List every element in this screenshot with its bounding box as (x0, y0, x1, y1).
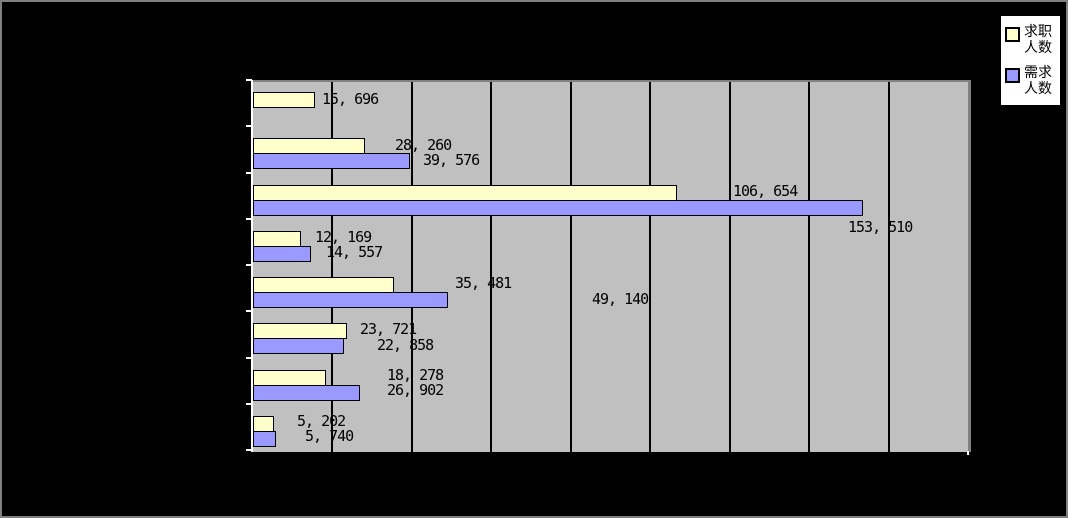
category-tick (246, 356, 252, 359)
data-label-jobseekers-5: 35, 481 (455, 274, 512, 292)
data-label-jobseekers-1: 15, 696 (322, 90, 379, 108)
data-label-demand-2: 39, 576 (423, 151, 480, 169)
data-label-demand-4: 14, 557 (326, 243, 383, 261)
legend-swatch-demand-icon (1005, 68, 1020, 83)
bar-jobseekers-1 (253, 92, 315, 108)
data-label-jobseekers-6: 23, 721 (360, 320, 417, 338)
legend: 求职人数 需求人数 (999, 14, 1062, 107)
bar-demand-3 (253, 199, 863, 216)
bar-jobseekers-8 (253, 415, 274, 432)
gridline (728, 82, 731, 452)
plot-area: 15, 696 28, 260 106, 654 12, 169 35, 481 23, … (253, 80, 971, 452)
bar-demand-2 (253, 153, 410, 170)
category-tick (246, 310, 252, 313)
legend-entry-jobseekers: 求职人数 (1005, 24, 1060, 56)
data-label-demand-8: 5, 740 (305, 427, 354, 445)
gridline (490, 82, 493, 452)
bar-jobseekers-5 (253, 277, 394, 293)
category-axis-line (251, 80, 253, 452)
bar-demand-8 (253, 430, 276, 447)
bar-jobseekers-3 (253, 184, 677, 201)
legend-swatch-jobseekers-icon (1005, 27, 1020, 42)
data-label-jobseekers-7: 18, 278 (387, 366, 444, 384)
gridline (410, 82, 413, 452)
data-label-jobseekers-3: 106, 654 (733, 182, 798, 200)
category-tick (246, 171, 252, 174)
legend-label-jobseekers: 求职人数 (1024, 24, 1052, 56)
data-label-demand-7: 26, 902 (387, 381, 444, 399)
data-label-demand-5: 49, 140 (592, 290, 649, 308)
category-tick (246, 217, 252, 220)
bar-jobseekers-6 (253, 323, 347, 340)
category-tick (246, 79, 252, 81)
bar-jobseekers-4 (253, 230, 301, 247)
legend-entry-demand: 需求人数 (1005, 65, 1060, 97)
bar-demand-6 (253, 338, 344, 355)
data-label-jobseekers-8: 5, 202 (297, 412, 346, 430)
gridline (569, 82, 572, 452)
gridline (649, 82, 652, 452)
gridline (808, 82, 811, 452)
bar-demand-7 (253, 384, 360, 401)
category-tick (246, 125, 252, 128)
category-tick (246, 449, 252, 451)
category-tick (246, 264, 252, 266)
data-label-jobseekers-2: 28, 260 (395, 136, 452, 154)
legend-label-demand: 需求人数 (1024, 65, 1052, 97)
data-label-demand-3: 153, 510 (848, 218, 913, 236)
value-axis-end-tick (967, 451, 969, 455)
bar-demand-4 (253, 245, 311, 262)
category-tick (246, 402, 252, 405)
gridline (331, 82, 334, 452)
data-label-jobseekers-4: 12, 169 (315, 228, 372, 246)
bar-jobseekers-2 (253, 138, 365, 155)
data-label-demand-6: 22, 858 (377, 336, 434, 354)
gridline (887, 82, 890, 452)
bar-demand-5 (253, 292, 448, 308)
bar-jobseekers-7 (253, 369, 326, 386)
